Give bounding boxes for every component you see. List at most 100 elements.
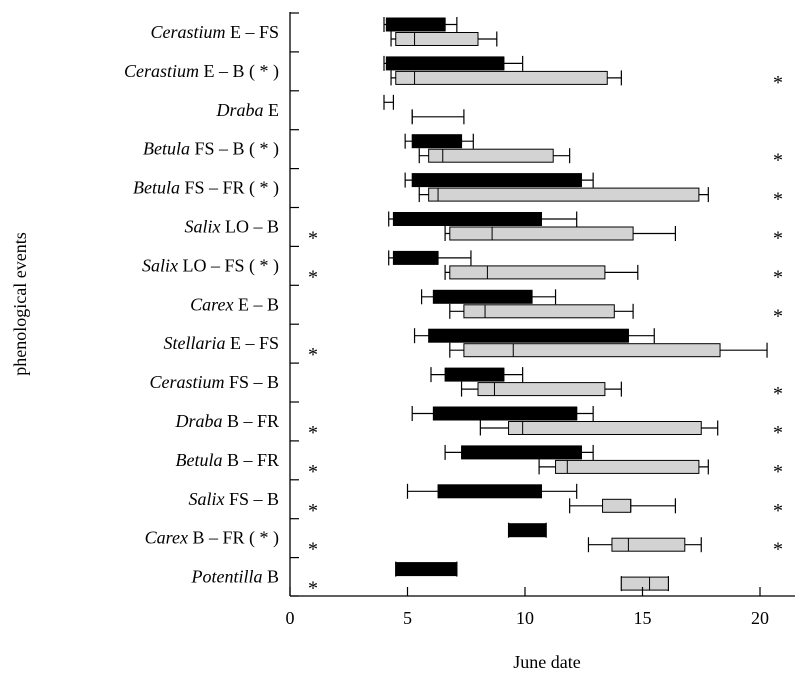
- right-significance-star: *: [773, 305, 783, 327]
- row-label-event: B – FR: [222, 450, 279, 470]
- second-series-box: [611, 537, 686, 552]
- x-tick-label: 20: [751, 608, 769, 628]
- event-row: Cerastium E – FS: [150, 17, 498, 47]
- left-significance-star: *: [308, 578, 318, 600]
- second-series-box: [555, 459, 700, 474]
- second-series-box: [428, 148, 554, 163]
- row-label-genus: Carex: [145, 528, 188, 548]
- first-series-box: [392, 250, 439, 265]
- left-significance-star: *: [308, 461, 318, 483]
- second-series-box: [449, 265, 606, 280]
- row-label: Betula FS – FR ( * ): [133, 178, 279, 199]
- right-significance-star: *: [773, 189, 783, 211]
- row-label-event: FS – B: [224, 372, 279, 392]
- row-label-event: E: [264, 100, 280, 120]
- x-tick-label: 0: [286, 608, 295, 628]
- row-label-genus: Stellaria: [163, 333, 225, 353]
- event-row: Betula FS – B ( * ) *: [143, 133, 783, 172]
- row-label-event: LO – FS ( * ): [178, 255, 279, 276]
- row-label: Potentilla B: [190, 567, 279, 587]
- row-label-genus: Betula: [133, 178, 180, 198]
- event-row: Betula FS – FR ( * ) *: [133, 172, 783, 211]
- row-label: Cerastium E – B ( * ): [124, 61, 279, 82]
- first-series-box: [432, 289, 533, 304]
- left-significance-star: *: [308, 266, 318, 288]
- x-tick-label: 15: [634, 608, 652, 628]
- row-label: Salix FS – B: [188, 489, 279, 509]
- right-significance-star: *: [773, 539, 783, 561]
- row-label-event: LO – B: [221, 217, 280, 237]
- row-label-event: B – FR ( * ): [188, 528, 279, 549]
- event-row: Carex B – FR ( * ) * *: [145, 522, 783, 561]
- row-label-genus: Draba: [215, 100, 263, 120]
- second-series-box: [449, 226, 634, 241]
- left-significance-star: *: [308, 228, 318, 250]
- right-significance-star: *: [773, 422, 783, 444]
- first-series-box: [461, 445, 582, 460]
- row-label-event: E – FS: [225, 22, 279, 42]
- right-significance-star: *: [773, 150, 783, 172]
- row-label-event: B – FR: [222, 411, 279, 431]
- first-series-box: [385, 56, 505, 71]
- x-tick-label: 10: [516, 608, 534, 628]
- row-label: Cerastium FS – B: [149, 372, 279, 392]
- row-label: Carex E – B: [190, 294, 279, 314]
- event-row: Salix LO – FS ( * ) * *: [142, 250, 783, 288]
- row-label-event: B: [262, 567, 279, 587]
- row-label-event: E – B ( * ): [199, 61, 279, 82]
- first-series-box: [411, 173, 582, 188]
- left-significance-star: *: [308, 344, 318, 366]
- left-significance-star: *: [308, 539, 318, 561]
- second-series-box: [508, 421, 702, 435]
- row-label: Carex B – FR ( * ): [145, 528, 279, 549]
- y-axis-label: phenological events: [10, 232, 30, 375]
- right-significance-star: *: [773, 228, 783, 250]
- row-label-event: E – B: [233, 294, 279, 314]
- row-label: Cerastium E – FS: [150, 22, 279, 42]
- chart-axes: 0 5 10 15 20: [286, 12, 795, 628]
- row-label: Draba E: [215, 100, 279, 120]
- first-series-box: [385, 17, 446, 32]
- event-row: Cerastium FS – B *: [149, 367, 783, 405]
- second-series-box: [620, 576, 669, 591]
- left-significance-star: *: [308, 500, 318, 522]
- row-label-event: FS – B: [224, 489, 279, 509]
- second-series-box: [395, 70, 608, 85]
- event-row: Cerastium E – B ( * ) *: [124, 55, 783, 94]
- row-label: Salix LO – FS ( * ): [142, 255, 279, 276]
- right-significance-star: *: [773, 72, 783, 94]
- first-series-box: [508, 523, 547, 538]
- first-series-box: [437, 484, 542, 499]
- row-label: Betula B – FR: [175, 450, 279, 470]
- right-significance-star: *: [773, 266, 783, 288]
- second-series-box: [477, 382, 606, 397]
- row-label-genus: Cerastium: [149, 372, 224, 392]
- row-label: Draba B – FR: [174, 411, 279, 431]
- row-label-genus: Salix: [185, 217, 221, 237]
- event-row: Betula B – FR * *: [175, 444, 783, 483]
- left-significance-star: *: [308, 422, 318, 444]
- second-series-box: [463, 304, 615, 319]
- row-label-genus: Cerastium: [150, 22, 225, 42]
- second-series-box: [463, 343, 721, 358]
- first-series-box: [444, 367, 505, 382]
- right-significance-star: *: [773, 500, 783, 522]
- row-label-event: FS – FR ( * ): [180, 178, 279, 199]
- row-label-genus: Cerastium: [124, 61, 199, 81]
- row-label-event: E – FS: [225, 333, 279, 353]
- x-tick-label: 5: [403, 608, 412, 628]
- second-series-box: [395, 32, 479, 46]
- event-row: Draba E: [215, 94, 465, 125]
- right-significance-star: *: [773, 383, 783, 405]
- row-label-genus: Carex: [190, 294, 233, 314]
- event-row: Salix LO – B * *: [185, 211, 783, 250]
- first-series-box: [392, 212, 542, 226]
- row-label-genus: Betula: [175, 450, 222, 470]
- event-row: Carex E – B *: [190, 289, 783, 327]
- row-label-genus: Betula: [143, 139, 190, 159]
- row-label-genus: Draba: [174, 411, 222, 431]
- first-series-box: [411, 134, 463, 149]
- event-row: Stellaria E – FS *: [163, 328, 768, 366]
